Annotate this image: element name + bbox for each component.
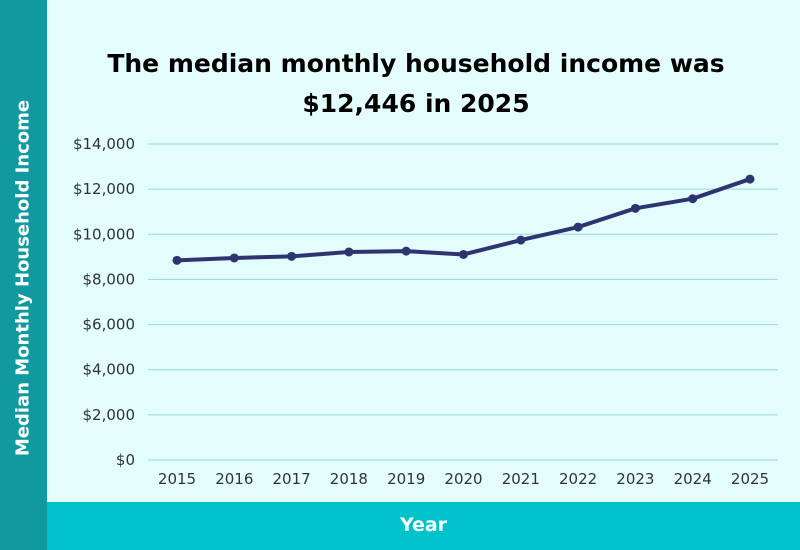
x-tick-label: 2019: [387, 470, 425, 488]
y-tick-label: $10,000: [73, 225, 135, 243]
series-points: [172, 174, 755, 265]
y-tick-label: $6,000: [83, 316, 136, 334]
data-point: [745, 174, 755, 184]
data-point: [229, 253, 239, 263]
series-line: [175, 177, 752, 263]
series-lines: [175, 177, 752, 263]
x-tick-label: 2024: [674, 470, 712, 488]
data-point: [630, 203, 640, 213]
x-tick-label: 2022: [559, 470, 597, 488]
y-tick-label: $4,000: [83, 361, 136, 379]
y-tick-label: $8,000: [83, 270, 136, 288]
y-tick-label: $12,000: [73, 180, 135, 198]
x-tick-label: 2020: [444, 470, 482, 488]
x-axis-title: Year: [399, 514, 448, 536]
grid-lines: [148, 143, 778, 461]
y-tick-label: $2,000: [83, 406, 136, 424]
x-tick-labels: 2015 2016 2017 2018 2019 2020 2021 2022 2023 2024…: [158, 470, 769, 488]
x-axis-title-bar: Year: [47, 502, 800, 550]
x-tick-label: 2016: [215, 470, 253, 488]
y-tick-labels: $0 $2,000 $4,000 $6,000 $8,000 $10,000 $12,000…: [73, 135, 135, 469]
x-tick-label: 2021: [502, 470, 540, 488]
data-point: [172, 255, 182, 265]
y-axis-title-bar: Median Monthly Household Income: [0, 0, 47, 550]
data-point: [344, 247, 354, 257]
y-tick-label: $0: [116, 451, 135, 469]
chart-title: The median monthly household income was …: [107, 49, 725, 118]
x-tick-label: 2015: [158, 470, 196, 488]
x-tick-label: 2017: [273, 470, 311, 488]
x-tick-label: 2023: [616, 470, 654, 488]
data-point: [459, 249, 468, 259]
data-point: [287, 251, 297, 261]
x-tick-label: 2018: [330, 470, 368, 488]
data-point: [573, 222, 583, 232]
data-point: [516, 235, 526, 245]
y-tick-label: $14,000: [73, 135, 135, 153]
data-point: [401, 246, 411, 256]
x-tick-label: 2025: [731, 470, 769, 488]
data-point: [688, 194, 698, 204]
